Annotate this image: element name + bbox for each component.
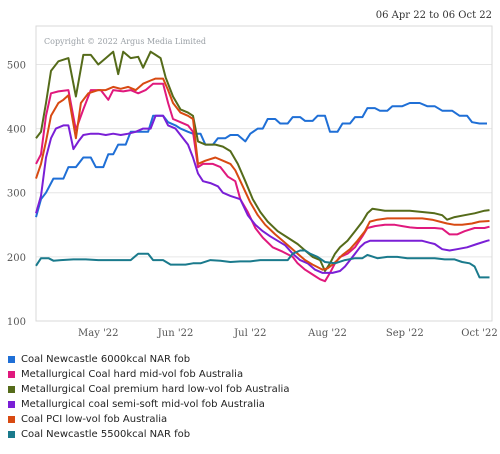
legend-label: Coal Newcastle 6000kcal NAR fob <box>21 354 191 365</box>
y-tick-label: 300 <box>7 189 26 200</box>
x-axis-tick-labels: May '22 Jun '22 Jul '22 Aug '22 Sep '22 Oct '… <box>78 328 498 339</box>
x-tick-label: Jul '22 <box>233 328 266 339</box>
date-range-label: 06 Apr 22 to 06 Oct 22 <box>375 10 492 21</box>
legend-label: Metallurgical coal semi-soft mid-vol fob… <box>21 399 265 410</box>
x-tick-label: Jun '22 <box>157 328 194 339</box>
y-axis-tick-labels: 100 200 300 400 500 <box>7 60 26 328</box>
legend-swatch <box>8 401 15 408</box>
series-line-4 <box>35 114 490 274</box>
line-chart: Copyright © 2022 Argus Media Limited 100… <box>7 25 498 339</box>
legend-swatch <box>8 371 15 378</box>
x-tick-label: Oct '22 <box>461 328 497 339</box>
series-line-3 <box>35 50 490 272</box>
legend-item[interactable]: Metallurgical coal semi-soft mid-vol fob… <box>8 397 289 412</box>
legend-label: Metallurgical Coal premium hard low-vol … <box>21 384 290 395</box>
legend-label: Metallurgical Coal hard mid-vol fob Aust… <box>21 369 244 380</box>
y-tick-label: 200 <box>7 253 26 264</box>
copyright-notice: Copyright © 2022 Argus Media Limited <box>44 37 206 46</box>
plot-area-border <box>35 25 493 322</box>
gridlines <box>36 63 492 322</box>
series-lines <box>35 50 490 283</box>
legend-swatch <box>8 356 15 363</box>
y-tick-label: 500 <box>7 60 26 71</box>
series-line-5 <box>35 77 490 271</box>
legend-item[interactable]: Coal PCI low-vol fob Australia <box>8 412 289 427</box>
series-line-2 <box>35 82 490 283</box>
legend-swatch <box>8 431 15 438</box>
x-tick-label: Sep '22 <box>386 328 424 339</box>
legend-swatch <box>8 386 15 393</box>
y-tick-label: 400 <box>7 125 26 136</box>
legend-item[interactable]: Metallurgical Coal premium hard low-vol … <box>8 382 289 397</box>
x-tick-label: Aug '22 <box>307 328 347 339</box>
legend-item[interactable]: Metallurgical Coal hard mid-vol fob Aust… <box>8 367 289 382</box>
legend-swatch <box>8 416 15 423</box>
legend-label: Coal PCI low-vol fob Australia <box>21 414 168 425</box>
series-line-6 <box>35 249 490 279</box>
x-tick-label: May '22 <box>78 328 119 339</box>
legend-label: Coal Newcastle 5500kcal NAR fob <box>21 429 191 440</box>
series-line-1 <box>35 102 487 218</box>
y-tick-label: 100 <box>7 317 26 328</box>
legend-item[interactable]: Coal Newcastle 6000kcal NAR fob <box>8 352 289 367</box>
legend: Coal Newcastle 6000kcal NAR fob Metallurg… <box>8 352 289 442</box>
legend-item[interactable]: Coal Newcastle 5500kcal NAR fob <box>8 427 289 442</box>
